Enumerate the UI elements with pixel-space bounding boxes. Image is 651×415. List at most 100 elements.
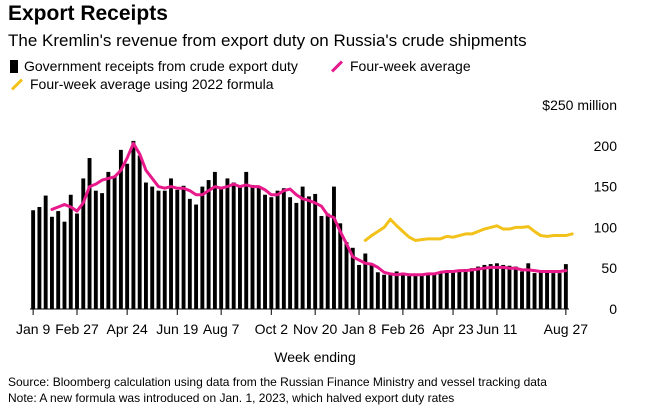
- bar: [112, 175, 117, 309]
- bar: [520, 271, 524, 309]
- bar: [332, 186, 336, 309]
- bar: [482, 264, 487, 309]
- x-tick-label: Oct 2: [255, 321, 289, 337]
- legend-receipts-label: Government receipts from crude export du…: [24, 58, 298, 74]
- bar: [49, 216, 54, 309]
- bar: [169, 178, 173, 309]
- bar: [325, 213, 330, 309]
- bar: [106, 171, 111, 309]
- bar: [131, 140, 136, 309]
- x-tick-label: Feb 27: [55, 321, 99, 337]
- legend-avg-label: Four-week average: [350, 58, 471, 74]
- bar: [206, 180, 211, 309]
- bar: [263, 194, 267, 309]
- y-tick-label: 0: [609, 301, 617, 317]
- bar: [225, 178, 230, 309]
- bar: [344, 242, 349, 309]
- bar: [244, 171, 249, 309]
- bar: [476, 266, 481, 309]
- x-tick-label: Jun 11: [476, 321, 517, 337]
- bar: [444, 271, 449, 309]
- bars-group: [31, 140, 568, 309]
- x-axis-label: Week ending: [274, 349, 356, 365]
- x-tick-label: Feb 26: [381, 321, 425, 337]
- bar: [137, 155, 142, 309]
- bar: [175, 189, 180, 309]
- lines-group: [50, 141, 574, 277]
- bar: [407, 274, 412, 309]
- chart-title: Export Receipts: [8, 2, 168, 25]
- bar: [162, 190, 167, 309]
- bar: [357, 264, 361, 309]
- bar: [219, 186, 224, 309]
- bar: [93, 190, 98, 309]
- bar: [156, 190, 161, 309]
- bar: [413, 274, 418, 309]
- y-axis: 0 50 100 150 200 $250 million: [542, 97, 617, 317]
- y-tick-label: $250 million: [542, 97, 617, 113]
- bar: [212, 171, 217, 309]
- bar: [438, 272, 443, 309]
- bar: [507, 265, 512, 309]
- bar: [532, 273, 537, 309]
- x-tick-label: Aug 27: [544, 321, 589, 337]
- bar: [369, 263, 374, 309]
- bar: [488, 264, 493, 309]
- bar: [269, 197, 274, 309]
- bar: [375, 272, 380, 309]
- bar: [150, 186, 155, 309]
- x-axis: Jan 9 Feb 27 Apr 24 Jun 19 Aug 7 Oct 2 Nov 20 J…: [16, 308, 589, 337]
- legend-bar-swatch: [10, 59, 18, 73]
- bar: [118, 149, 123, 309]
- bar: [463, 269, 468, 309]
- bar: [62, 221, 67, 309]
- bar: [187, 198, 192, 309]
- footnote: Note: A new formula was introduced on Ja…: [8, 391, 455, 405]
- bar: [419, 273, 424, 309]
- bar: [75, 213, 79, 309]
- bar: [125, 163, 130, 309]
- y-tick-label: 100: [594, 219, 618, 235]
- bar: [350, 247, 355, 309]
- x-tick-label: Apr 23: [432, 321, 473, 337]
- bar: [256, 186, 261, 309]
- bar: [538, 272, 543, 309]
- bar: [363, 253, 368, 309]
- bar: [231, 182, 236, 309]
- bar: [194, 204, 199, 309]
- bar: [382, 274, 387, 309]
- bar: [551, 273, 556, 309]
- y-tick-label: 200: [594, 138, 618, 154]
- bar: [513, 266, 518, 309]
- bar: [313, 193, 318, 309]
- legend-four-week-average: Four-week average: [330, 58, 471, 74]
- legend-2022-label: Four-week average using 2022 formula: [30, 76, 274, 92]
- bar: [275, 190, 280, 309]
- x-tick-label: Jan 8: [342, 321, 376, 337]
- y-tick-label: 150: [594, 179, 618, 195]
- bar: [557, 273, 562, 309]
- bar: [100, 193, 105, 309]
- bar: [426, 273, 430, 309]
- bar: [81, 178, 86, 309]
- y-tick-label: 50: [601, 260, 617, 276]
- bar: [288, 197, 293, 309]
- chart-subtitle: The Kremlin's revenue from export duty o…: [8, 31, 527, 50]
- bar: [281, 188, 286, 309]
- legend-2022-formula: Four-week average using 2022 formula: [10, 76, 274, 92]
- bar: [319, 215, 324, 309]
- bar: [87, 158, 92, 309]
- bar: [400, 273, 405, 309]
- x-tick-label: Nov 20: [293, 321, 338, 337]
- bar: [294, 202, 299, 309]
- bar: [432, 273, 437, 309]
- bar: [43, 195, 48, 309]
- bar: [388, 274, 393, 309]
- bar: [31, 210, 36, 309]
- source-note: Source: Bloomberg calculation using data…: [8, 375, 547, 389]
- bar: [306, 196, 311, 309]
- bar: [394, 271, 399, 309]
- legend-receipts: Government receipts from crude export du…: [10, 58, 298, 74]
- bar: [68, 194, 73, 309]
